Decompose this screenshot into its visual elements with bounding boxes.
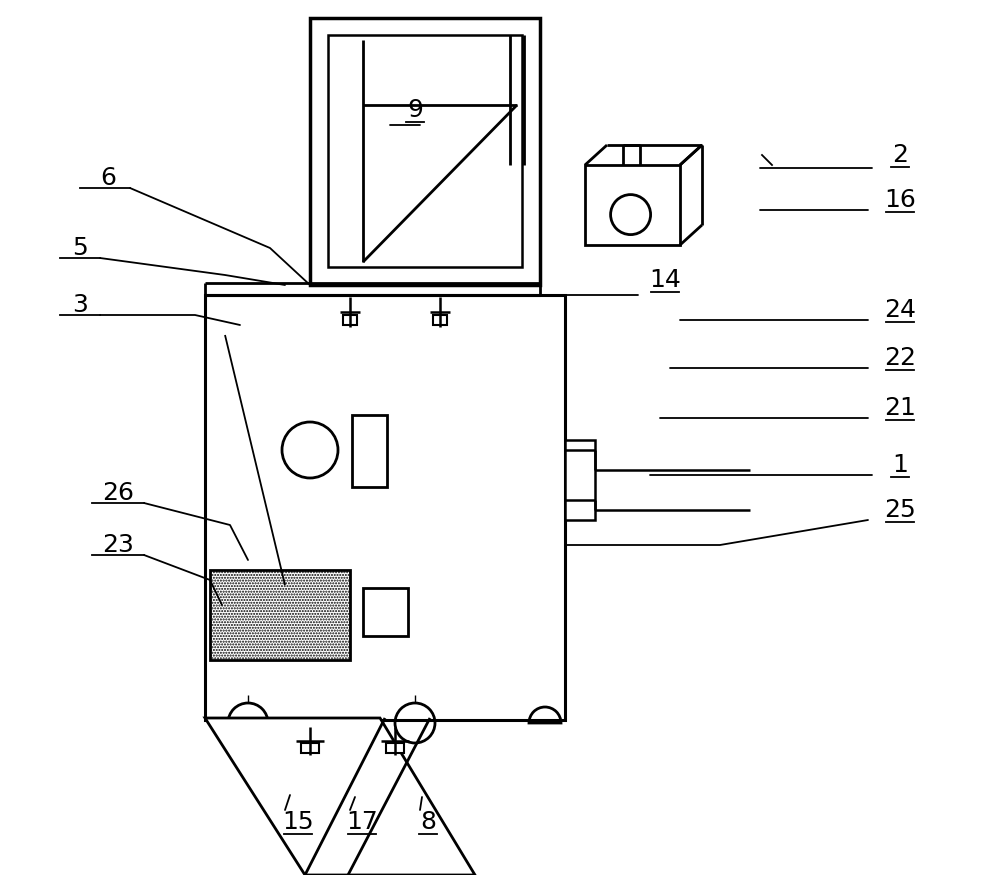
Bar — [310, 18, 540, 285]
Bar — [328, 35, 522, 267]
Text: 22: 22 — [884, 346, 916, 370]
Bar — [363, 588, 408, 636]
Text: 25: 25 — [884, 498, 916, 522]
Bar — [352, 415, 387, 487]
Bar — [433, 315, 447, 325]
Bar — [585, 165, 680, 245]
Text: 2: 2 — [892, 143, 908, 167]
Polygon shape — [205, 718, 475, 875]
Text: 21: 21 — [884, 396, 916, 420]
Bar — [565, 440, 595, 520]
Text: 6: 6 — [100, 166, 116, 190]
Bar — [210, 570, 350, 660]
Text: 17: 17 — [346, 810, 378, 834]
Text: 16: 16 — [884, 188, 916, 212]
Text: 26: 26 — [102, 481, 134, 505]
Text: 14: 14 — [649, 268, 681, 292]
Bar — [205, 295, 565, 720]
Text: 23: 23 — [102, 533, 134, 557]
Bar — [301, 743, 319, 753]
Text: 3: 3 — [72, 293, 88, 317]
Text: 1: 1 — [892, 453, 908, 477]
Text: 15: 15 — [282, 810, 314, 834]
Bar — [343, 315, 357, 325]
Text: 5: 5 — [72, 236, 88, 260]
Text: 24: 24 — [884, 298, 916, 322]
Text: 9: 9 — [407, 98, 423, 122]
Text: 8: 8 — [420, 810, 436, 834]
Bar — [386, 743, 404, 753]
